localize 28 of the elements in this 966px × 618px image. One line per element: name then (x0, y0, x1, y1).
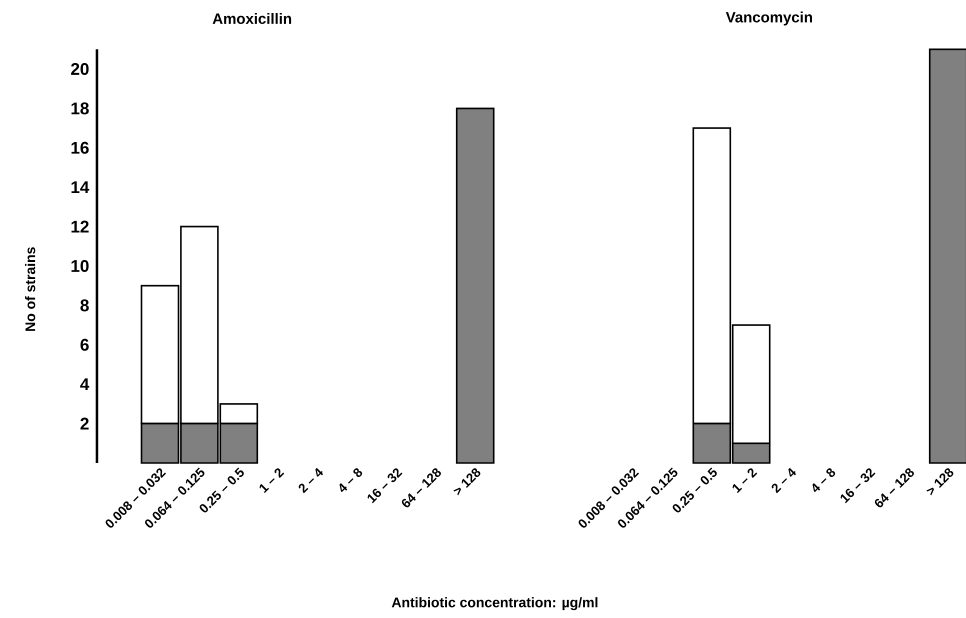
x-tick-label: 2 – 4 (298, 468, 324, 494)
chart-title: Vancomycin (726, 12, 812, 26)
x-tick-label: 1 – 2 (260, 468, 284, 493)
chart-title: Amoxicillin (212, 13, 292, 24)
y-tick-label: 18 (72, 102, 89, 114)
y-tick-label: 8 (80, 299, 89, 312)
y-axis-title: No of strains (24, 247, 36, 331)
x-axis-title: Antibiotic concentration: µg/ml (392, 597, 598, 610)
y-tick-label: 2 (80, 418, 89, 430)
bar (456, 108, 495, 464)
y-tick-label: 16 (72, 142, 89, 154)
y-tick-label: 4 (80, 378, 90, 390)
x-tick-label: 64 – 128 (874, 468, 914, 508)
x-tick-label: > 128 (453, 468, 480, 496)
x-tick-label: 4 – 8 (812, 468, 836, 492)
y-tick-label: 20 (71, 62, 89, 75)
x-tick-label: > 128 (926, 468, 954, 496)
x-tick-label: 4 – 8 (340, 468, 362, 492)
y-tick-label: 14 (72, 181, 90, 194)
bar (928, 48, 966, 464)
x-tick-label: 16 – 32 (840, 468, 876, 504)
x-tick-label: 1 – 2 (732, 468, 758, 493)
x-tick-label: 16 – 32 (368, 468, 402, 504)
y-tick-label: 10 (72, 260, 89, 272)
x-tick-label: 2 – 4 (772, 468, 796, 494)
y-tick-label: 12 (72, 220, 89, 233)
y-tick-label: 6 (80, 338, 89, 351)
x-tick-label: 64 – 128 (402, 468, 441, 508)
